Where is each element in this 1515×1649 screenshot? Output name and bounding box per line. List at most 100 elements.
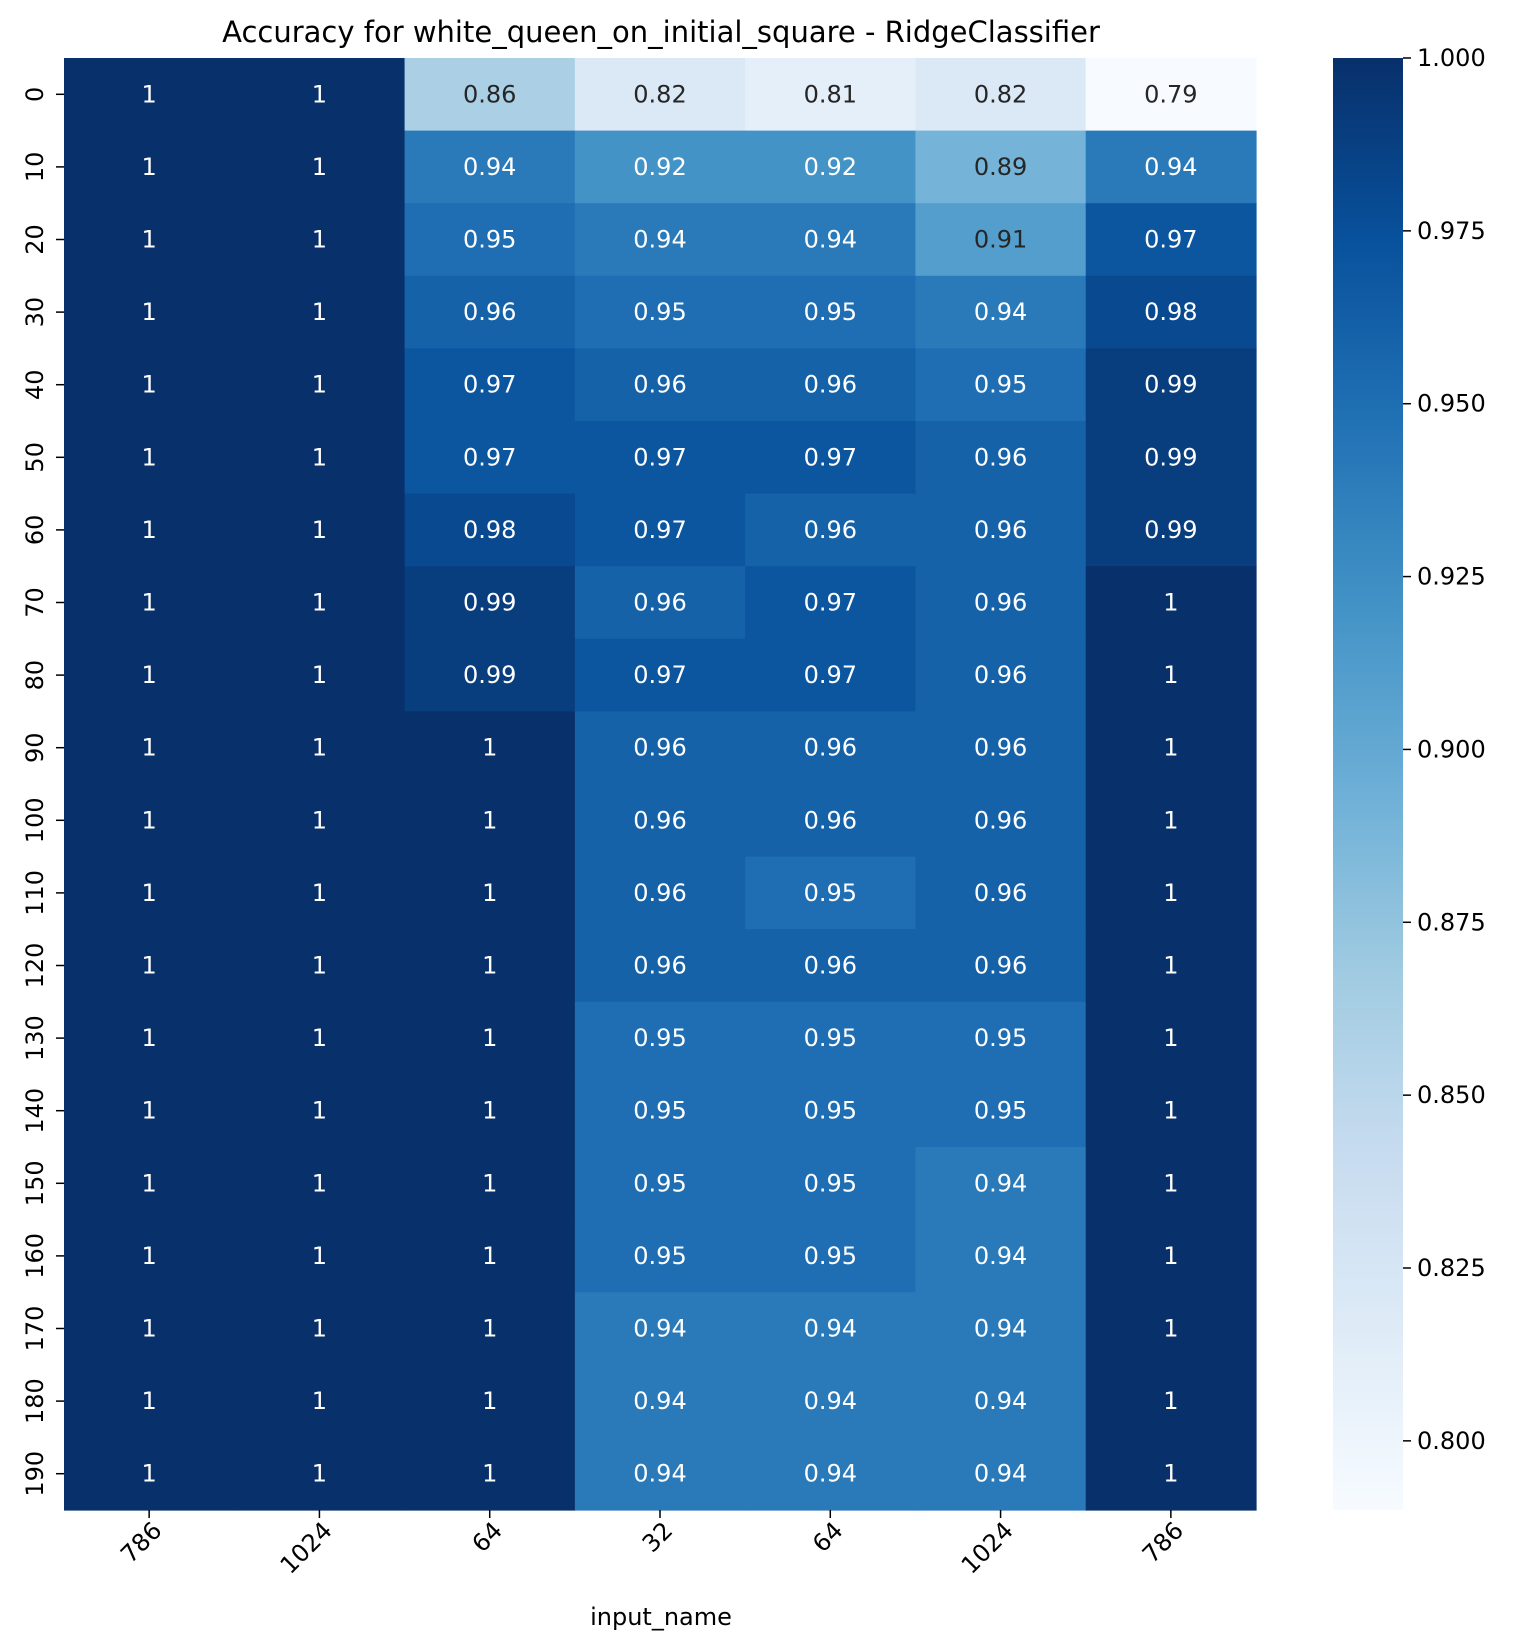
cell-value-label: 0.96 (633, 371, 686, 399)
cell-value-label: 1 (482, 806, 497, 834)
colorbar-tick-label: 1.000 (1417, 44, 1486, 72)
heatmap-cell (404, 1364, 576, 1438)
heatmap-cell (574, 275, 746, 349)
heatmap-cell (234, 784, 406, 858)
cell-value-label: 0.95 (804, 1169, 857, 1197)
cell-value-label: 0.96 (633, 806, 686, 834)
heatmap-cell (745, 566, 917, 640)
heatmap-cell (1085, 348, 1257, 422)
heatmap-cell (64, 203, 235, 277)
cell-value-label: 0.96 (974, 806, 1027, 834)
cell-value-label: 0.97 (804, 589, 857, 617)
heatmap-cell (404, 929, 576, 1003)
cell-value-label: 1 (1163, 734, 1178, 762)
heatmap-cell (745, 1364, 917, 1438)
cell-value-label: 1 (312, 1097, 327, 1125)
heatmap-cell (915, 203, 1087, 277)
heatmap-cell (64, 566, 235, 640)
cell-value-label: 1 (312, 153, 327, 181)
heatmap-cell (404, 856, 576, 930)
y-tick-label: 190 (21, 1451, 49, 1497)
heatmap-cell (404, 1437, 576, 1511)
heatmap-cell (745, 348, 917, 422)
heatmap-cell (234, 1292, 406, 1366)
cell-value-label: 0.96 (974, 952, 1027, 980)
heatmap-cell (1085, 275, 1257, 349)
cell-value-label: 1 (482, 1242, 497, 1270)
heatmap-cell (64, 1219, 235, 1293)
cell-value-label: 1 (312, 734, 327, 762)
cell-value-label: 1 (312, 1024, 327, 1052)
heatmap-cell (404, 493, 576, 567)
cell-value-label: 1 (312, 1387, 327, 1415)
cell-value-label: 0.94 (804, 1387, 857, 1415)
heatmap-cell (234, 929, 406, 1003)
heatmap-cell (915, 1364, 1087, 1438)
cell-value-label: 1 (1163, 806, 1178, 834)
heatmap-cell (745, 493, 917, 567)
colorbar-ticks: 0.800 0.825 0.850 0.875 0.900 0.925 0.950 0.975… (1403, 44, 1486, 1455)
heatmap-cell (404, 1074, 576, 1148)
heatmap-cell (915, 1292, 1087, 1366)
cell-value-label: 1 (482, 1315, 497, 1343)
heatmap-cell (64, 1074, 235, 1148)
heatmap-cell (1085, 784, 1257, 858)
cell-value-label: 1 (482, 1387, 497, 1415)
heatmap-cell (915, 784, 1087, 858)
heatmap-cell (64, 130, 235, 204)
heatmap-cell (574, 856, 746, 930)
cell-value-label: 1 (312, 1169, 327, 1197)
cell-value-label: 0.97 (633, 443, 686, 471)
cell-value-label: 1 (1163, 1387, 1178, 1415)
chart-title: Accuracy for white_queen_on_initial_squa… (222, 15, 1100, 49)
cell-value-label: 0.81 (804, 80, 857, 108)
heatmap-cell (915, 1001, 1087, 1075)
cell-value-label: 1 (312, 952, 327, 980)
cell-value-label: 1 (142, 1460, 157, 1488)
heatmap-cell (1085, 711, 1257, 785)
heatmap-cell (1085, 421, 1257, 495)
y-tick-label: 110 (21, 870, 49, 916)
cell-value-label: 0.99 (1144, 371, 1197, 399)
cell-value-label: 0.96 (974, 516, 1027, 544)
cell-value-label: 0.99 (463, 661, 516, 689)
y-tick-label: 90 (21, 732, 49, 763)
heatmap-cell (404, 58, 576, 132)
heatmap-cell (745, 1147, 917, 1221)
heatmap-cell (234, 130, 406, 204)
cell-value-label: 1 (482, 1169, 497, 1197)
heatmap-cell (1085, 856, 1257, 930)
cell-value-label: 1 (312, 806, 327, 834)
heatmap-cell (234, 1364, 406, 1438)
heatmap-cell (234, 493, 406, 567)
heatmap-cell (64, 348, 235, 422)
heatmap-cell (574, 566, 746, 640)
heatmap-cell (404, 130, 576, 204)
cell-value-label: 0.97 (804, 661, 857, 689)
cell-value-label: 1 (142, 443, 157, 471)
heatmap-cell (574, 711, 746, 785)
heatmap-cell (234, 711, 406, 785)
heatmap-cell (745, 1292, 917, 1366)
heatmap-cell (915, 493, 1087, 567)
heatmap-cell (1085, 493, 1257, 567)
heatmap-cell (1085, 1364, 1257, 1438)
heatmap-cell (404, 275, 576, 349)
heatmap-cell (404, 784, 576, 858)
heatmap-cell (64, 1292, 235, 1366)
cell-value-label: 0.96 (974, 879, 1027, 907)
heatmap-cell (404, 348, 576, 422)
cell-value-label: 0.97 (633, 661, 686, 689)
cell-value-label: 0.98 (1144, 298, 1197, 326)
cell-value-label: 0.94 (974, 1169, 1027, 1197)
cell-value-label: 0.82 (633, 80, 686, 108)
heatmap-cell (234, 1074, 406, 1148)
cell-value-label: 0.94 (974, 1387, 1027, 1415)
cell-value-label: 1 (142, 80, 157, 108)
cell-value-label: 1 (142, 1024, 157, 1052)
heatmap-cell (404, 1001, 576, 1075)
cell-value-label: 1 (312, 1460, 327, 1488)
x-tick-label: 32 (637, 1516, 678, 1557)
y-tick-label: 80 (21, 660, 49, 691)
